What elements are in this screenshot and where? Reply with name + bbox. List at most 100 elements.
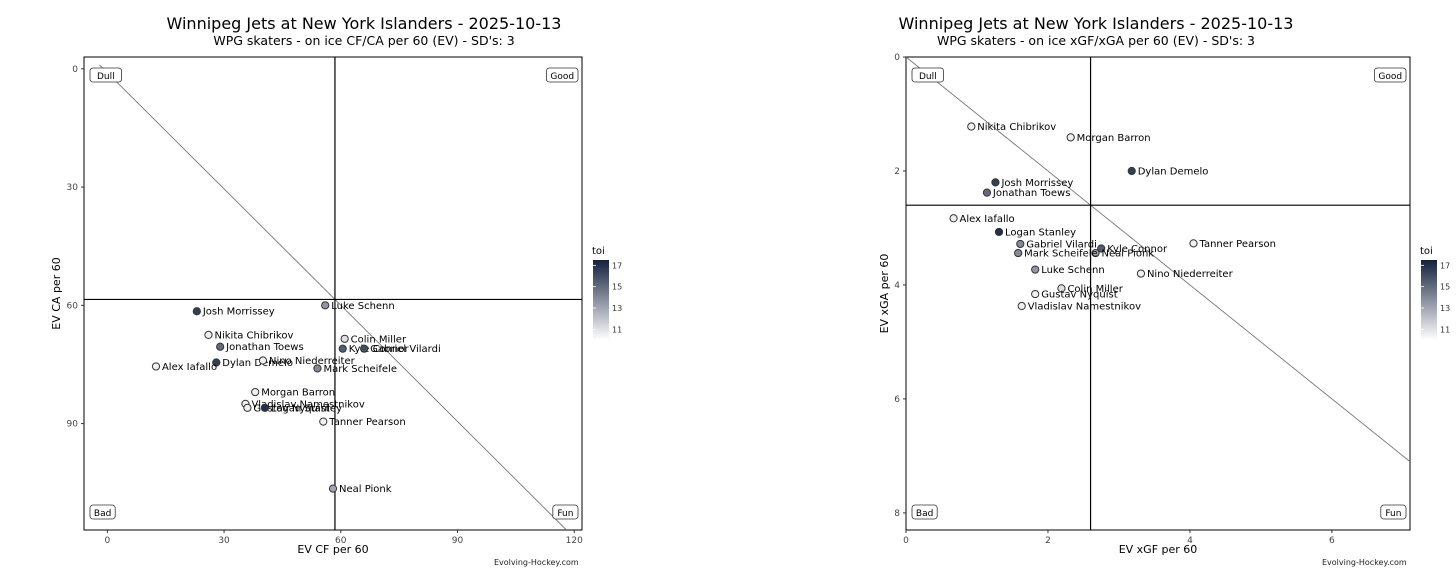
diagonal-reference-line <box>906 57 1410 462</box>
player-point <box>260 403 270 412</box>
legend-tick-label: 15 <box>612 283 622 292</box>
player-label: Gabriel Vilardi <box>1026 239 1097 250</box>
player-label: Nino Niederreiter <box>1147 269 1234 280</box>
player-point <box>949 214 958 223</box>
y-tick-label: 60 <box>67 301 79 311</box>
player-point <box>1031 289 1040 299</box>
player-point <box>243 403 252 412</box>
player-label: Vladislav Namestnikov <box>1028 302 1141 313</box>
player-label: Jonathan Toews <box>992 188 1071 199</box>
player-label: Nino Niederreiter <box>269 356 356 367</box>
player-label: Nikita Chibrikov <box>215 330 294 341</box>
y-tick-label: 30 <box>67 183 79 193</box>
player-point <box>192 307 201 316</box>
player-point <box>982 188 992 197</box>
x-tick-label: 30 <box>218 536 230 546</box>
player-point <box>360 344 369 353</box>
player-point <box>340 334 349 343</box>
cf-ca-scatter-plot: 0 30 60 90 120 0 30 60 90 EV CF per 60 EV CA per 6… <box>50 56 622 556</box>
player-point <box>313 364 322 373</box>
player-label: Mark Scheifele <box>1024 249 1098 260</box>
legend-title: toi <box>592 246 605 257</box>
player-label: Morgan Barron <box>261 388 335 399</box>
player-label: Josh Morrissey <box>1000 178 1073 189</box>
player-label: Dylan Demelo <box>222 358 293 369</box>
player-label: Logan Stanley <box>1005 227 1076 238</box>
player-label: Jonathan Toews <box>225 342 304 353</box>
legend-tick-label: 17 <box>1440 261 1450 270</box>
player-point <box>1031 265 1040 274</box>
player-label: Vladislav Namestnikov <box>251 399 364 410</box>
player-point <box>151 362 161 371</box>
quadrant-label-bad: Bad <box>916 509 933 519</box>
quadrant-label-good: Good <box>550 72 574 82</box>
player-point <box>1097 244 1106 253</box>
quadrant-label-dull: Dull <box>97 72 115 82</box>
quadrant-label-fun-box <box>552 504 579 520</box>
x-tick-label: 2 <box>1045 536 1051 546</box>
player-label: Gustav Nyquist <box>1041 290 1118 301</box>
x-axis-title: EV xGF per 60 <box>1119 543 1198 556</box>
y-tick-label: 6 <box>894 395 900 405</box>
x-tick-label: 120 <box>566 536 583 546</box>
player-point <box>258 356 268 365</box>
quadrant-label-bad: Bad <box>94 509 111 519</box>
source-credit: Evolving-Hockey.com <box>1322 558 1407 567</box>
player-label: Tanner Pearson <box>328 417 405 428</box>
player-label: Dylan Demelo <box>1138 166 1209 177</box>
player-label: Tanner Pearson <box>1198 239 1275 250</box>
player-point <box>204 330 213 339</box>
player-label: Neal Pionk <box>1102 249 1155 260</box>
legend-tick-label: 11 <box>612 325 622 334</box>
player-label: Gabriel Vilardi <box>370 344 441 355</box>
x-axis-title: EV CF per 60 <box>297 543 368 556</box>
player-point <box>991 178 1000 187</box>
quadrant-label-bad-box <box>911 504 938 520</box>
x-tick-label: 90 <box>452 536 464 546</box>
source-credit: Evolving-Hockey.com <box>494 558 579 567</box>
player-point <box>1014 248 1023 258</box>
quadrant-label-fun: Fun <box>1385 509 1401 519</box>
player-label: Logan Stanley <box>271 403 342 414</box>
player-point <box>1066 133 1075 142</box>
player-point <box>1189 239 1198 248</box>
player-point <box>338 344 347 353</box>
player-point <box>1017 301 1026 311</box>
player-label: Alex Iafallo <box>960 214 1015 225</box>
chart-title: Winnipeg Jets at New York Islanders - 20… <box>898 14 1294 33</box>
legend-colorbar <box>1421 260 1437 340</box>
chart-subtitle: WPG skaters - on ice xGF/xGA per 60 (EV)… <box>936 33 1256 48</box>
player-label: Kyle Connor <box>1107 244 1168 255</box>
y-tick-label: 0 <box>72 65 78 75</box>
player-point <box>216 342 225 351</box>
y-tick-label: 0 <box>894 53 900 63</box>
player-label: Morgan Barron <box>1077 133 1151 144</box>
quadrant-label-dull: Dull <box>919 72 937 82</box>
y-axis-title: EV xGA per 60 <box>878 254 891 334</box>
quadrant-label-good-box <box>546 67 579 83</box>
player-label: Colin Miller <box>351 334 407 345</box>
legend-tick-label: 11 <box>1440 325 1450 334</box>
player-point <box>251 387 260 397</box>
player-label: Alex Iafallo <box>162 362 217 373</box>
y-tick-label: 8 <box>894 509 900 519</box>
x-tick-label: 0 <box>903 536 909 546</box>
player-point <box>1057 284 1066 293</box>
quadrant-label-bad-box <box>89 504 116 520</box>
chart-panel-xgf-xga: Winnipeg Jets at New York Islanders - 20… <box>728 0 1456 578</box>
quadrant-label-dull-box <box>89 67 123 83</box>
y-tick-label: 2 <box>894 167 900 177</box>
player-label: Colin Miller <box>1067 284 1123 295</box>
x-tick-label: 60 <box>335 536 347 546</box>
chart-panel-cf-ca: Winnipeg Jets at New York Islanders - 20… <box>50 14 622 567</box>
y-axis-title: EV CA per 60 <box>50 257 63 329</box>
x-tick-label: 0 <box>104 536 110 546</box>
quadrant-label-good: Good <box>1378 72 1402 82</box>
player-label: Mark Scheifele <box>323 364 397 375</box>
x-tick-label: 4 <box>1187 536 1193 546</box>
player-point <box>1136 269 1146 278</box>
y-tick-label: 90 <box>67 420 79 430</box>
quadrant-label-fun-box <box>1380 504 1407 520</box>
player-point <box>328 484 338 493</box>
legend-tick-label: 17 <box>612 261 622 270</box>
